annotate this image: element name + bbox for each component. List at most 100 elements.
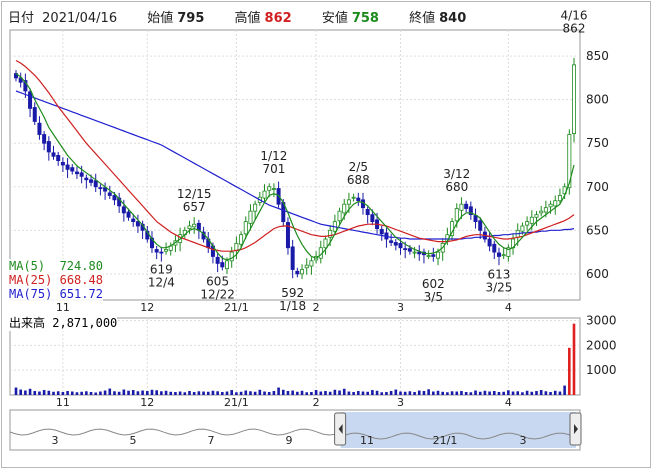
annotation-date: 2/5	[349, 160, 368, 174]
volume-bar	[85, 391, 88, 395]
candle-body	[225, 260, 230, 270]
volume-bar	[70, 391, 74, 395]
volume-bar	[539, 390, 543, 395]
annotation-date: 4/16	[561, 9, 588, 23]
candle-body	[28, 91, 33, 109]
volume-bar	[511, 391, 515, 395]
overview-tick-label: 21/1	[433, 434, 458, 447]
volume-bar	[568, 347, 571, 395]
volume-bar	[553, 390, 557, 395]
volume-bar	[413, 392, 416, 395]
low-value: 758	[351, 11, 379, 26]
candle-body	[103, 187, 108, 192]
candle-body	[192, 223, 197, 228]
candle-body	[346, 199, 351, 205]
candle-body	[572, 64, 577, 135]
volume-value: 2,871,000	[52, 316, 118, 330]
candle-body	[32, 107, 37, 122]
overview-selection	[340, 412, 576, 448]
volume-bar	[178, 391, 182, 395]
volume-bar	[28, 388, 32, 395]
volume-x-tick-label: 4	[505, 396, 512, 409]
volume-bar	[19, 389, 22, 395]
close-label: 終値	[409, 11, 436, 26]
volume-bar	[488, 391, 491, 395]
volume-bar	[277, 387, 280, 395]
volume-bar	[230, 390, 233, 395]
x-tick-label: 21/1	[224, 301, 249, 314]
volume-bar	[497, 392, 501, 395]
volume-bar	[103, 390, 107, 395]
open-label: 始値	[147, 11, 174, 26]
volume-bar	[366, 391, 369, 395]
volume-bar	[469, 392, 473, 395]
volume-bar	[89, 392, 93, 395]
candle-body	[557, 195, 562, 202]
volume-bar	[432, 391, 435, 395]
volume-bar	[296, 391, 299, 395]
volume-bar	[160, 391, 163, 395]
candle-body	[501, 254, 506, 257]
ma25-legend: MA(25) 668.48	[9, 273, 103, 287]
candle-body	[300, 269, 305, 275]
volume-bar	[131, 390, 135, 395]
volume-bar	[417, 390, 421, 395]
candle-body	[56, 155, 61, 162]
volume-bar	[61, 392, 65, 395]
handle-right-arrow-icon	[574, 424, 578, 434]
x-tick-label: 2	[313, 301, 320, 314]
volume-bar	[310, 392, 313, 395]
candle-body	[295, 270, 300, 275]
volume-bar	[375, 390, 379, 395]
candle-body	[271, 188, 276, 190]
volume-bar	[145, 391, 149, 395]
volume-x-tick-label: 12	[140, 396, 154, 409]
volume-x-tick-label: 21/1	[224, 396, 249, 409]
candle-body	[154, 249, 159, 253]
volume-tick-label: 1000	[586, 363, 617, 377]
volume-bar	[188, 391, 191, 395]
volume-bar	[455, 391, 459, 395]
candle-body	[393, 242, 398, 246]
candle-body	[187, 225, 192, 229]
candle-body	[121, 206, 126, 214]
annotation-value: 602	[422, 277, 445, 291]
price-header: 日付 2021/04/16 始値 795 高値 862 安値 758 終値 840	[8, 7, 466, 27]
volume-bar	[164, 390, 168, 395]
candle-body	[407, 248, 412, 252]
candle-body	[253, 203, 258, 212]
volume-bar	[56, 391, 60, 395]
volume-x-tick-label: 3	[397, 396, 404, 409]
candle-body	[468, 206, 473, 216]
ma5-legend: MA(5) 724.80	[9, 259, 103, 273]
candle-body	[285, 222, 290, 249]
overview-tick-label: 9	[286, 434, 293, 447]
volume-bar	[347, 391, 351, 395]
candle-body	[426, 255, 431, 257]
candle-body	[79, 172, 84, 177]
volume-bar	[174, 392, 177, 395]
volume-bar	[99, 391, 102, 395]
volume-bar	[371, 390, 374, 395]
volume-bar	[235, 392, 238, 395]
volume-bar	[460, 391, 463, 395]
candle-body	[520, 225, 525, 232]
candle-body	[389, 240, 394, 243]
annotation-value: 680	[445, 180, 468, 194]
volume-x-tick-label: 11	[56, 396, 70, 409]
candle-body	[304, 264, 309, 269]
volume-bar	[333, 389, 337, 395]
overview-tick-label: 7	[208, 434, 215, 447]
candle-body	[135, 221, 140, 227]
volume-x-tick-label: 2	[313, 396, 320, 409]
candle-body	[534, 214, 539, 218]
volume-bar	[385, 392, 388, 395]
volume-bar	[221, 392, 224, 395]
candle-body	[23, 80, 28, 92]
candle-body	[234, 242, 239, 251]
volume-bar	[314, 390, 318, 395]
candle-body	[42, 134, 47, 144]
candle-body	[464, 203, 469, 209]
candle-body	[51, 152, 56, 157]
volume-bar	[108, 388, 112, 395]
